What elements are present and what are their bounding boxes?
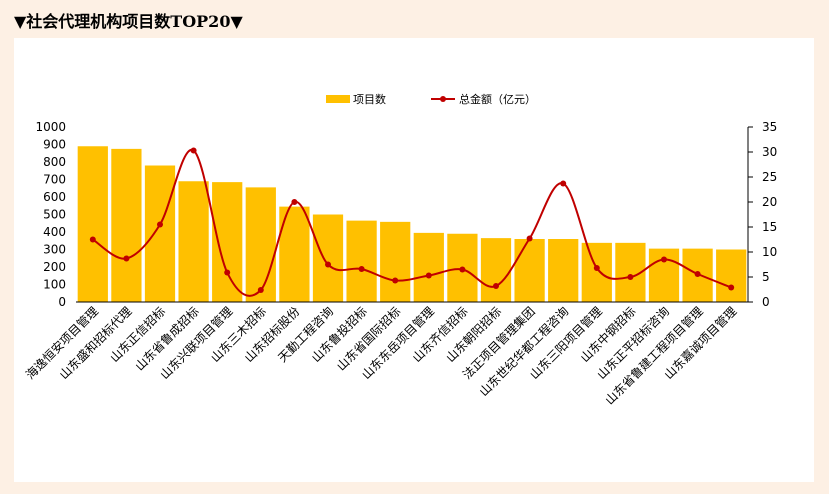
- line-point: [257, 287, 264, 293]
- line-point: [190, 147, 197, 154]
- line-point: [291, 199, 298, 205]
- y-left-tick-label: 100: [43, 278, 66, 292]
- legend: 项目数 总金额（亿元）: [326, 92, 536, 106]
- bar: [245, 187, 276, 302]
- line-point: [123, 255, 130, 262]
- line-series: [89, 147, 735, 297]
- bar: [514, 239, 545, 302]
- y-right-tick-label: 35: [762, 120, 777, 134]
- y-right-tick-label: 25: [762, 170, 777, 184]
- legend-line-marker: [440, 96, 446, 102]
- y-right-tick-label: 20: [762, 195, 777, 209]
- bar: [380, 221, 411, 302]
- y-left-tick-label: 1000: [35, 120, 66, 134]
- y-left-tick-label: 500: [43, 208, 66, 222]
- y-axis-left: 0 100 200 300 400 500 600 700 800 900 1000: [35, 120, 66, 309]
- legend-bar-label: 项目数: [353, 93, 386, 106]
- y-right-tick-label: 10: [762, 245, 777, 259]
- line-point: [694, 271, 701, 277]
- bar: [480, 238, 512, 302]
- legend-line-label: 总金额（亿元）: [459, 92, 536, 106]
- bar: [716, 249, 747, 302]
- x-axis-categories: 海逸恒安项目管理山东盛和招标代理山东正信招标山东省鲁成招标山东兴联项目管理山东三…: [22, 304, 739, 408]
- line-point: [627, 274, 634, 280]
- y-left-tick-label: 800: [43, 155, 66, 169]
- line-point: [224, 269, 231, 276]
- bar: [212, 182, 243, 302]
- y-left-tick-label: 400: [43, 225, 66, 239]
- chart-panel: 项目数 总金额（亿元） 0 100 200 300 400 500 600 700 800 900 1…: [14, 38, 814, 482]
- y-left-tick-label: 0: [58, 295, 66, 309]
- bar: [413, 232, 444, 302]
- y-right-tick-label: 15: [762, 220, 777, 234]
- line-point: [661, 256, 667, 263]
- y-left-tick-label: 200: [43, 260, 66, 274]
- line-point: [89, 236, 96, 243]
- y-left-tick-label: 700: [43, 173, 66, 187]
- line-point: [325, 261, 331, 268]
- line-point: [425, 272, 432, 279]
- bar: [548, 239, 579, 302]
- line-point: [560, 180, 567, 187]
- bar: [346, 220, 377, 302]
- line-point: [459, 266, 466, 273]
- line-point: [493, 283, 499, 289]
- line-point: [526, 235, 533, 242]
- y-axis-right: 0 5 10 15 20 25 30 35: [747, 120, 777, 309]
- y-left-tick-label: 600: [43, 190, 66, 204]
- y-left-tick-label: 900: [43, 138, 66, 152]
- chart: 项目数 总金额（亿元） 01002003004005006007008009001…: [22, 92, 777, 408]
- y-right-tick-label: 5: [762, 270, 770, 284]
- bar: [581, 242, 612, 302]
- bar: [111, 148, 142, 302]
- line-point: [593, 265, 600, 271]
- bar: [77, 146, 108, 302]
- legend-bar-swatch: [326, 95, 350, 103]
- line-point: [157, 221, 163, 228]
- bar: [144, 165, 176, 302]
- y-right-tick-label: 30: [762, 145, 777, 159]
- bar: [178, 181, 209, 302]
- line-point: [358, 266, 365, 272]
- bar: [312, 214, 344, 302]
- line-point: [392, 277, 399, 284]
- y-right-tick-label: 0: [762, 295, 770, 309]
- y-left-tick-label: 300: [43, 243, 66, 257]
- bar-series: [76, 146, 748, 303]
- page-title: ▼社会代理机构项目数TOP20▼: [14, 12, 243, 31]
- line-point: [728, 284, 735, 291]
- title-bar: ▼社会代理机构项目数TOP20▼: [0, 0, 829, 34]
